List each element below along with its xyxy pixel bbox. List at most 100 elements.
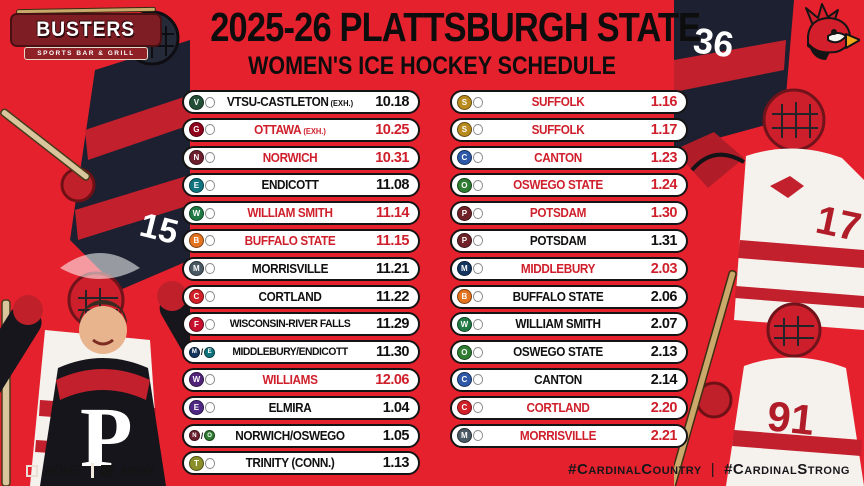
team-logo: P: [457, 233, 483, 249]
game-date: 11.30: [376, 344, 410, 361]
team-logo: M / E: [189, 346, 215, 358]
schedule-row: E ELMIRA 1.04: [182, 395, 420, 420]
game-date: 1.30: [650, 205, 678, 222]
team-logo-badge-2: [472, 179, 483, 191]
team-logo-badge: E: [189, 177, 204, 193]
team-name: MIDDLEBURY: [520, 261, 596, 276]
game-date: 1.24: [650, 177, 678, 194]
sponsor-name: BUSTERS: [36, 18, 136, 41]
game-date: 1.23: [650, 149, 678, 166]
team-logo-badge: P: [457, 205, 472, 221]
team-name: WILLIAM SMITH: [247, 206, 333, 221]
team-logo: C: [457, 400, 483, 416]
team-logo: W: [189, 372, 215, 388]
team-logo: S: [457, 122, 483, 138]
schedule-row: M MIDDLEBURY 2.03: [450, 256, 688, 281]
hashtag-separator: |: [710, 461, 716, 478]
team-logo-badge-2: [472, 263, 483, 275]
schedule-row: M MORRISVILLE 11.21: [182, 256, 420, 281]
team-name: CANTON: [534, 372, 582, 387]
team-name: POTSDAM: [529, 206, 587, 221]
game-date: 1.13: [382, 455, 410, 472]
team-name: VTSU-CASTLETON (EXH.): [226, 95, 354, 109]
team-name: CORTLAND: [526, 400, 590, 415]
game-date: 2.03: [650, 260, 678, 277]
team-name: WILLIAM SMITH: [515, 317, 601, 332]
team-logo-badge-2: [472, 124, 483, 136]
cardinals-team-logo: [805, 3, 860, 60]
schedule-row: S SUFFOLK 1.17: [450, 117, 688, 142]
team-logo: N: [189, 150, 215, 166]
team-logo-badge-2: [204, 291, 215, 303]
team-name: OSWEGO STATE: [513, 345, 603, 360]
schedule-row: S SUFFOLK 1.16: [450, 90, 688, 114]
team-logo: G: [189, 122, 215, 138]
team-name: POTSDAM: [529, 233, 587, 248]
team-logo-badge-2: [472, 402, 483, 414]
team-logo-badge: E: [189, 400, 204, 416]
team-logo: W: [189, 205, 215, 221]
team-logo: C: [189, 289, 215, 305]
team-logo-badge: M: [457, 261, 472, 277]
hashtag-cardinal-country: #CardinalCountry: [568, 461, 702, 478]
schedule-row: N NORWICH 10.31: [182, 145, 420, 170]
team-logo-badge-2: [204, 96, 215, 108]
home-label: HOME: [45, 463, 82, 478]
team-logo-badge: M: [457, 428, 472, 444]
schedule-row: W WILLIAM SMITH 11.14: [182, 201, 420, 226]
team-logo: P: [457, 205, 483, 221]
poster-title: 2025-26 PLATTSBURGH STATE WOMEN'S ICE HO…: [168, 4, 701, 81]
game-date: 10.31: [375, 149, 409, 166]
team-logo: M: [457, 428, 483, 444]
team-name: OSWEGO STATE: [513, 178, 603, 193]
game-date: 2.07: [650, 316, 678, 333]
team-logo: B: [457, 289, 483, 305]
team-logo: B: [189, 233, 215, 249]
team-name: TRINITY (CONN.): [245, 456, 335, 471]
game-date: 2.14: [650, 371, 678, 388]
team-logo-badge: W: [189, 205, 204, 221]
home-away-legend: HOME AWAY: [26, 463, 156, 478]
team-name: NORWICH/OSWEGO: [235, 428, 345, 443]
team-logo: V: [189, 94, 215, 110]
goalie-celebrating-photo: P: [0, 253, 190, 486]
right-players-photo: 36 17 91: [674, 0, 864, 486]
team-logo-badge: B: [457, 289, 472, 305]
team-logo-badge: P: [457, 233, 472, 249]
team-logo-badge-2: [204, 179, 215, 191]
sponsor-logo-busters: BUSTERS SPORTS BAR & GRILL: [10, 6, 162, 60]
team-logo-badge-2: [204, 374, 215, 386]
player-white-jersey-91: 91: [674, 269, 864, 486]
schedule-row: C CORTLAND 2.20: [450, 395, 688, 420]
team-name: BUFFALO STATE: [244, 233, 336, 248]
team-logo: W: [457, 316, 483, 332]
team-name: CORTLAND: [258, 289, 322, 304]
game-date: 12.06: [375, 371, 409, 388]
game-date: 11.14: [376, 205, 410, 222]
team-logo: F: [189, 316, 215, 332]
team-name: WILLIAMS: [262, 372, 318, 387]
title-line-2: WOMEN'S ICE HOCKEY SCHEDULE: [248, 52, 616, 80]
team-logo-badge: B: [189, 233, 204, 249]
team-logo-badge-2: [472, 96, 483, 108]
team-logo-badge-2: [472, 430, 483, 442]
team-logo-badge-2: [472, 152, 483, 164]
game-date: 11.21: [376, 260, 410, 277]
team-logo-badge-2: [472, 291, 483, 303]
team-name: CANTON: [534, 150, 582, 165]
team-logo-badge: W: [457, 316, 472, 332]
team-name: NORWICH: [262, 150, 318, 165]
hashtag-cardinal-strong: #CardinalStrong: [724, 461, 850, 478]
team-logo-badge: N: [189, 430, 200, 442]
game-date: 10.25: [375, 121, 409, 138]
team-logo-badge-2: O: [204, 430, 215, 442]
left-players-photo: 15 22 P: [0, 10, 190, 486]
game-date: 2.21: [650, 427, 678, 444]
team-logo-badge-2: [472, 318, 483, 330]
game-date: 2.20: [650, 399, 678, 416]
game-date: 1.31: [650, 232, 678, 249]
team-name: ENDICOTT: [261, 178, 319, 193]
schedule-row: M MORRISVILLE 2.21: [450, 423, 688, 448]
game-date: 1.16: [650, 94, 678, 110]
